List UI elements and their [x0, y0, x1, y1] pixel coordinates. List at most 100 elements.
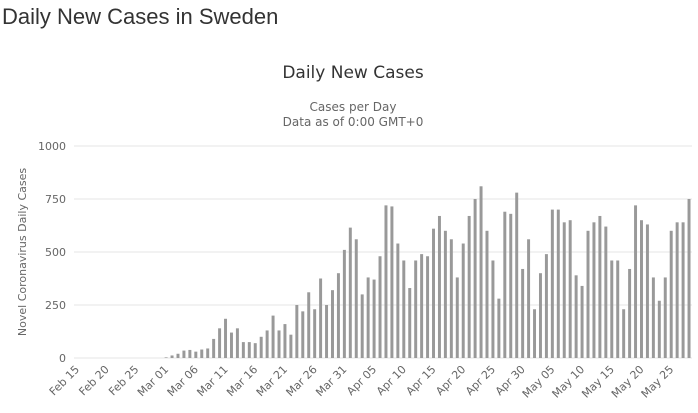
- bar: [319, 278, 323, 358]
- bar: [402, 260, 406, 358]
- y-tick-label: 0: [59, 352, 66, 365]
- x-tick-label: Apr 05: [344, 363, 379, 398]
- bar: [479, 186, 483, 358]
- x-tick-label: Mar 06: [165, 363, 201, 399]
- x-tick-label: Apr 10: [374, 363, 409, 398]
- page-title: Daily New Cases in Sweden: [2, 4, 278, 29]
- x-tick-label: Apr 25: [463, 363, 498, 398]
- bar: [372, 279, 376, 358]
- bar: [426, 256, 430, 358]
- bar: [616, 260, 620, 358]
- bar: [259, 336, 263, 358]
- x-tick-label: Mar 26: [284, 363, 320, 399]
- bar: [354, 239, 358, 358]
- bar: [212, 338, 216, 358]
- bar: [206, 348, 210, 358]
- bar: [461, 243, 465, 358]
- x-tick-label: May 25: [639, 363, 677, 401]
- bar: [675, 222, 679, 358]
- x-tick-label: Apr 15: [404, 363, 439, 398]
- bar: [432, 228, 435, 358]
- bar: [325, 305, 329, 358]
- bar: [449, 239, 453, 358]
- bar: [657, 300, 661, 358]
- bar: [640, 220, 643, 358]
- bar: [301, 311, 305, 358]
- bar: [295, 305, 299, 358]
- y-axis-title: Novel Coronavirus Daily Cases: [16, 168, 29, 336]
- y-tick-label: 750: [45, 193, 66, 206]
- x-tick-label: Mar 21: [254, 363, 290, 399]
- bar: [473, 199, 477, 358]
- bar: [235, 328, 239, 358]
- bar: [241, 342, 245, 358]
- x-tick-label: Mar 01: [135, 363, 171, 399]
- bar: [455, 277, 459, 358]
- y-tick-label: 1000: [38, 140, 66, 153]
- bar: [289, 334, 293, 358]
- bar: [164, 357, 168, 358]
- bar: [645, 224, 649, 358]
- bar: [568, 220, 572, 358]
- bar: [521, 268, 525, 358]
- bar: [586, 230, 590, 358]
- bar: [503, 211, 507, 358]
- y-tick-label: 250: [45, 299, 66, 312]
- bar: [550, 209, 554, 358]
- bar: [408, 288, 412, 358]
- bar: [331, 290, 334, 358]
- bar: [348, 227, 352, 358]
- bar: [515, 192, 519, 358]
- bar: [622, 309, 626, 358]
- bar: [170, 355, 174, 358]
- bar: [610, 260, 614, 358]
- bar: [669, 230, 673, 358]
- bar: [265, 330, 269, 358]
- bar: [194, 351, 198, 358]
- bar: [437, 215, 441, 358]
- bar: [533, 309, 537, 358]
- bar: [681, 222, 685, 358]
- y-tick-label: 500: [45, 246, 66, 259]
- bar: [313, 309, 317, 358]
- bar: [538, 273, 542, 358]
- bar: [176, 353, 180, 358]
- x-tick-label: Apr 20: [433, 363, 468, 398]
- bar: [271, 315, 275, 358]
- bar: [366, 277, 370, 358]
- bar: [443, 230, 447, 358]
- chart-subtitle: Cases per Day: [310, 100, 397, 114]
- bar: [634, 205, 638, 358]
- bar: [360, 294, 364, 358]
- bar: [253, 343, 257, 358]
- bar: [247, 342, 251, 358]
- x-tick-label: Mar 16: [224, 363, 260, 399]
- bar: [342, 249, 346, 358]
- bar: [283, 324, 287, 358]
- bar: [544, 254, 548, 358]
- bar: [420, 254, 424, 358]
- chart-note: Data as of 0:00 GMT+0: [283, 115, 424, 129]
- bar: [663, 277, 667, 358]
- x-tick-label: Feb 15: [47, 363, 82, 398]
- x-tick-label: Mar 11: [194, 363, 230, 399]
- bar: [687, 199, 691, 358]
- bar: [277, 330, 281, 358]
- bar: [527, 239, 531, 358]
- bar: [651, 277, 655, 358]
- bar: [467, 215, 471, 358]
- bar: [491, 260, 495, 358]
- x-tick-label: Feb 25: [106, 363, 141, 398]
- bar: [604, 226, 608, 358]
- chart-title: Daily New Cases: [282, 63, 424, 83]
- bar: [307, 292, 311, 358]
- bar: [598, 215, 602, 358]
- bar: [580, 285, 584, 358]
- bar: [592, 222, 596, 358]
- x-tick-label: Mar 31: [313, 363, 349, 399]
- bar: [218, 328, 222, 358]
- bar: [414, 260, 418, 358]
- bar: [384, 205, 388, 358]
